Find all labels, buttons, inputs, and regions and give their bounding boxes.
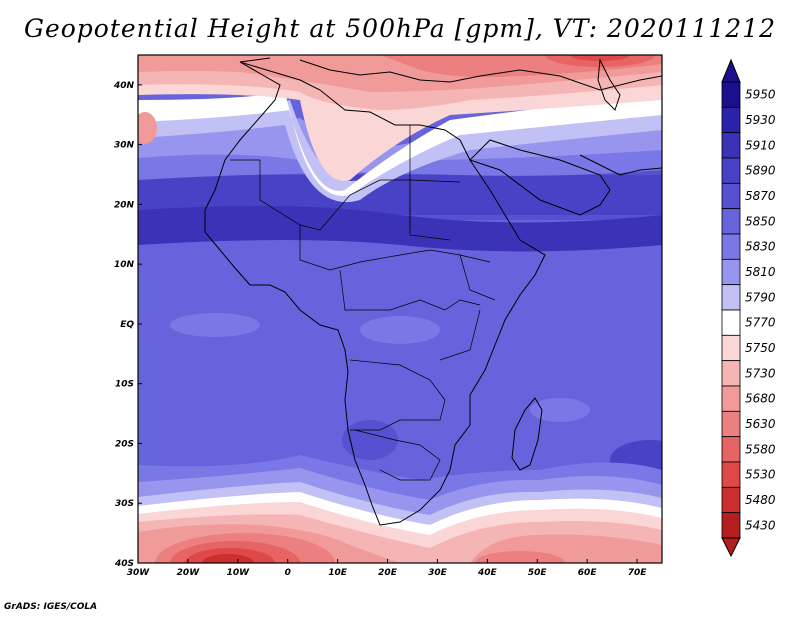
map-frame (137, 54, 663, 564)
colorbar-swatch (721, 106, 741, 134)
colorbar-label: 5580 (745, 442, 776, 456)
colorbar-swatch (721, 258, 741, 286)
colorbar-swatch (721, 284, 741, 311)
colorbar-swatch (721, 512, 741, 539)
border-egypt-sudan (409, 125, 461, 241)
colorbar-label: 5480 (745, 493, 776, 507)
colorbar-label: 5830 (745, 240, 776, 254)
colorbar-label: 5770 (745, 316, 776, 330)
lon-tick-label: 40E (477, 568, 498, 578)
patch-atlantic (170, 313, 260, 337)
lat-tick-label: 10S (115, 380, 134, 390)
lat-tick-label: 30N (114, 141, 135, 151)
colorbar-label: 5680 (745, 392, 776, 406)
colorbar-swatch (721, 182, 741, 210)
trough-south-east (475, 551, 565, 563)
colorbar-label: 5930 (745, 113, 776, 127)
lon-tick-label: 20W (177, 568, 201, 578)
map-title: Geopotential Height at 500hPa [gpm], VT:… (23, 14, 777, 43)
trough-south-core (202, 554, 254, 563)
colorbar-swatch (721, 309, 741, 336)
colorbar-swatch (721, 410, 741, 438)
lat-axis: 40N 30N 20N 10N EQ 10S 20S 30S 40S (113, 81, 142, 569)
colorbar-label: 5730 (745, 366, 776, 380)
border-sahel (299, 225, 491, 271)
lon-tick-label: 30W (127, 568, 151, 578)
colorbar-label: 5890 (745, 164, 776, 178)
lat-tick-label: 20N (114, 200, 135, 210)
colorbar-label: 5530 (745, 468, 776, 482)
colorbar-label: 5810 (745, 265, 776, 279)
colorbar-swatch (721, 208, 741, 235)
patch-madagascar (530, 398, 590, 422)
lat-tick-label: 40N (113, 81, 135, 91)
border-south-central (349, 359, 446, 431)
coastlines (204, 57, 662, 526)
lon-tick-label: 50E (528, 568, 548, 578)
colorbar-label: 5630 (745, 417, 776, 431)
caspian-coastline (597, 58, 621, 111)
colorbar-label: 5750 (745, 341, 776, 355)
border-southern (354, 429, 441, 481)
lon-tick-label: 0 (285, 568, 291, 578)
height-field (138, 55, 662, 563)
colorbar-swatch (721, 486, 741, 514)
madagascar-coastline (511, 397, 543, 471)
lat-tick-label: 40S (114, 559, 134, 569)
country-borders (230, 125, 496, 481)
arabia-coastline (469, 139, 611, 216)
subtropical-max-n (138, 206, 662, 252)
europe-coastline (239, 57, 662, 91)
colorbar-bottom-arrow (721, 537, 741, 558)
colorbar-swatch (721, 385, 741, 412)
africa-coastline (204, 61, 546, 526)
colorbar: 5950 5930 5910 5890 5870 5850 5830 5810 5790 5770… (721, 58, 776, 558)
lat-tick-label: EQ (120, 320, 134, 330)
colorbar-swatch (721, 157, 741, 184)
lat-tick-label: 10N (114, 260, 135, 270)
colorbar-swatch (721, 461, 741, 488)
lat-tick-label: 30S (115, 499, 134, 509)
colorbar-label: 5870 (745, 189, 776, 203)
colorbar-swatch (721, 334, 741, 362)
grads-credit: GrADS: IGES/COLA (4, 602, 98, 612)
trough-north-core (570, 55, 630, 61)
atlantic-low (138, 112, 157, 144)
lon-tick-label: 10W (227, 568, 251, 578)
lon-tick-label: 60E (578, 568, 598, 578)
lat-tick-label: 20S (115, 439, 134, 449)
persian-gulf-coastline (579, 154, 662, 176)
border-central (339, 269, 481, 311)
lon-axis: 30W 20W 10W 0 10E 20E 30E 40E 50E 60E 70E (127, 559, 647, 578)
band-5770-n (138, 92, 662, 196)
colorbar-label: 5790 (745, 290, 776, 304)
colorbar-swatch (721, 233, 741, 260)
colorbar-swatch (721, 360, 741, 387)
colorbar-swatch (721, 132, 741, 159)
colorbar-label: 5950 (745, 88, 776, 102)
lon-tick-label: 10E (328, 568, 348, 578)
border-east (439, 254, 496, 361)
colorbar-label: 5850 (745, 214, 776, 228)
colorbar-top-arrow (721, 58, 741, 83)
lon-tick-label: 30E (428, 568, 448, 578)
lon-tick-label: 70E (628, 568, 648, 578)
lon-tick-label: 20E (378, 568, 398, 578)
colorbar-swatch (721, 81, 741, 108)
border-sahara (230, 159, 411, 231)
colorbar-label: 5430 (745, 518, 776, 532)
colorbar-swatch (721, 436, 741, 463)
colorbar-label: 5910 (745, 138, 776, 152)
patch-congo (360, 316, 440, 344)
